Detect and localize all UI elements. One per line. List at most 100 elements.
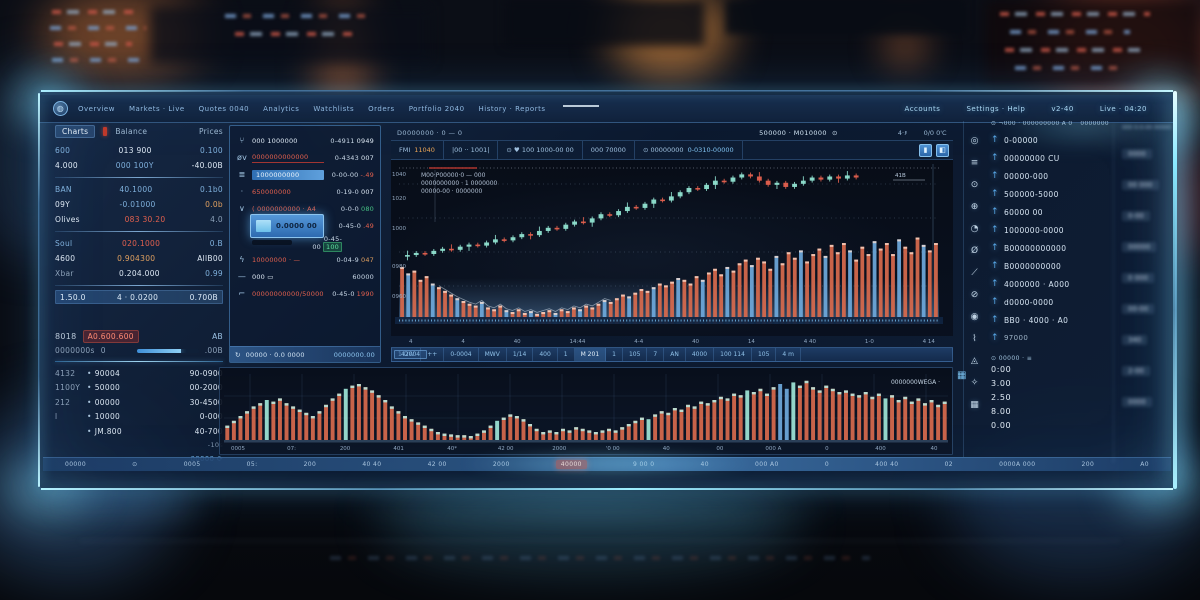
gutter-icon-3[interactable]: ⊕ (970, 202, 979, 212)
watchlist-row[interactable]: 4600 0.904300 AllB00 (55, 251, 223, 266)
watchlist-row[interactable]: Xbar 0.204.000 0.99 (55, 266, 223, 281)
nav-item-1[interactable]: Markets · Live (128, 104, 185, 113)
mover-row[interactable]: ↑ 4000000 · A000 (991, 275, 1109, 293)
gutter-icon-0[interactable]: ◎ (970, 136, 979, 146)
toolbar-segment-0[interactable]: FMI 11040 (391, 141, 444, 159)
order-row[interactable]: ⌐ 00000000000/50000 0-45-0 1990 (236, 285, 374, 302)
watchlist-row[interactable]: BAN 40.1000 0.1b0 (55, 182, 223, 197)
watchlist-row[interactable]: 600 013 900 0.100 (55, 143, 223, 158)
gutter-icon-4[interactable]: ◔ (970, 224, 979, 234)
nav-right-item-3[interactable]: Live · 04:20 (1099, 104, 1147, 113)
timeframe-12[interactable]: 4000 (686, 348, 715, 361)
timeframe-4[interactable]: 1/14 (507, 348, 534, 361)
order-row[interactable]: ϟ 10000000 · — 0-04-9 047 (236, 251, 374, 268)
gutter-icon-9[interactable]: ⌇ (972, 334, 977, 344)
order-row[interactable]: · 650000000 0-19-0 007 (236, 183, 374, 200)
order-row[interactable]: øv 0000000000000 0-4343 007 (236, 149, 374, 166)
nav-item-6[interactable]: Portfolio 2040 (408, 104, 465, 113)
order-row[interactable]: — 000 ▭ 60000 (236, 268, 374, 285)
mover-row[interactable]: ↑ d0000-0000 (991, 293, 1109, 311)
watchlist-bullet-row[interactable]: • JM.800 40-700 (55, 424, 223, 439)
order-row-icon: · (240, 187, 244, 196)
mover-row[interactable]: ↑ 97000 (991, 329, 1109, 347)
gutter-icon-6[interactable]: ⟋ (971, 268, 978, 278)
mover-row[interactable]: ↑ 00000-000 (991, 167, 1109, 185)
mover-row[interactable]: ↑ 0-00000 (991, 131, 1109, 149)
watchlist-bullet-row[interactable]: l • 10000 0-000 (55, 410, 223, 425)
toolbar-icon-button-0[interactable]: ▮ (919, 143, 932, 157)
timeframe-0[interactable]: 1 DW (392, 348, 422, 361)
watchlist-bullet-row[interactable]: 1100Y • 50000 00-2000 (55, 381, 223, 396)
timeframe-10[interactable]: 7 (647, 348, 665, 361)
timeframe-1[interactable]: ++ (421, 348, 445, 361)
toolbar-segment-3[interactable]: 000 70000 (583, 141, 635, 159)
mover-row[interactable]: ↑ B0000000000 (991, 257, 1109, 275)
nav-right-item-2[interactable]: v2-40 (1051, 104, 1074, 113)
nav-item-2[interactable]: Quotes 0040 (198, 104, 250, 113)
mover-row[interactable]: ↑ 60000 00 (991, 203, 1109, 221)
collapsed-input[interactable] (252, 240, 292, 245)
timeframe-15[interactable]: 4 m (776, 348, 801, 361)
order-row[interactable]: ⑂ 000 1000000 0-4911 0949 (236, 132, 374, 149)
order-row[interactable]: 0.0000 00 0-45-0.49 (250, 213, 374, 238)
mover-row[interactable]: ↑ BB0 · 4000 · A0 (991, 311, 1109, 329)
gutter-icon-11[interactable]: ✧ (970, 378, 979, 388)
watchlist-row[interactable]: 09Y -0.01000 0.0b (55, 197, 223, 212)
stats-header: ⊙ 00000 · ≡ (991, 355, 1109, 362)
timeframe-9[interactable]: 105 (623, 348, 648, 361)
secondary-value: 0-00 (1122, 211, 1150, 221)
gutter-icon-8[interactable]: ◉ (970, 312, 979, 322)
gutter-icon-10[interactable]: ◬ (971, 356, 978, 366)
timeframe-13[interactable]: 100 114 (714, 348, 752, 361)
nav-item-3[interactable]: Analytics (263, 104, 300, 113)
timeframe-5[interactable]: 400 (533, 348, 558, 361)
toolbar-segment-1[interactable]: |00 ·· 1001| (444, 141, 499, 159)
watchlist-alert-row[interactable]: 8018 A0.600.600 AB (55, 328, 223, 344)
toolbar-icon-button-1[interactable]: ◧ (936, 143, 949, 157)
nav-right-item-0[interactable]: Accounts (904, 104, 941, 113)
nav-item-7[interactable]: History · Reports (478, 104, 546, 113)
mover-row[interactable]: ↑ 00000000 CU (991, 149, 1109, 167)
nav-item-5[interactable]: Orders (368, 104, 395, 113)
target-icon[interactable]: ⊙ (831, 128, 838, 137)
nav-item-4[interactable]: Watchlists (313, 104, 355, 113)
tab-prices[interactable]: Prices (198, 127, 223, 136)
timeframe-8[interactable]: 1 (606, 348, 623, 361)
timeframe-11[interactable]: AN (664, 348, 686, 361)
footer-text: 00000 · 0.0 0000 (245, 350, 305, 359)
order-row[interactable]: 0-45-00 100 (236, 234, 374, 252)
tab-balance[interactable]: Balance (115, 127, 148, 136)
order-row[interactable]: ≣ 1000000000 0-00-00 -.49 (236, 166, 374, 183)
watchlist-highlight-row[interactable]: 1.50.0 4 · 0.0200 0.700B (55, 290, 223, 304)
order-panel-footer[interactable]: ↻ 00000 · 0.0 0000 0000000.00 (230, 346, 380, 362)
mover-row[interactable]: ↑ B00000000000 (991, 239, 1109, 257)
timeframe-6[interactable]: 1 (558, 348, 575, 361)
app-logo[interactable]: ◍ (53, 101, 68, 116)
order-row[interactable]: ∨ ( 0000000000 · A4 0-0-0 080 (236, 200, 374, 217)
watchlist-bullet-row[interactable]: 4132 • 90004 90-0900 (55, 366, 223, 381)
toolbar-segment-4[interactable]: ⊙ 00000000 0-0310-00000 (635, 141, 743, 159)
gutter-icon-5[interactable]: Ø (970, 246, 979, 256)
toolbar-segment-2[interactable]: ⊙ ♥ 100 1000-00 00 (498, 141, 583, 159)
gutter-icon-1[interactable]: ≡ (970, 158, 979, 168)
timeframe-7[interactable]: M 201 (574, 348, 607, 361)
progress-bar[interactable] (136, 348, 199, 353)
watchlist-row[interactable]: 4.000 000 100Y -40.00B (55, 158, 223, 173)
mover-row[interactable]: ↑ 1000000-0000 (991, 221, 1109, 239)
buy-button[interactable]: 0.0000 00 (250, 213, 324, 238)
gutter-icon-7[interactable]: ⊘ (970, 290, 979, 300)
watchlist-row[interactable]: Olives 083 30.20 4.0 (55, 212, 223, 227)
timeframe-3[interactable]: MWV (479, 348, 507, 361)
nav-item-0[interactable]: Overview (78, 104, 115, 113)
tab-charts[interactable]: Charts (55, 125, 96, 138)
grid-view-icon[interactable]: ▦ (957, 370, 967, 381)
gutter-icon-2[interactable]: ⊙ (970, 180, 979, 190)
nav-right-item-1[interactable]: Settings · Help (966, 104, 1026, 113)
table-icon[interactable]: ▦ (970, 400, 979, 410)
watchlist-row[interactable]: Soul 020.1000 0.B (55, 236, 223, 251)
timeframe-14[interactable]: 105 (752, 348, 777, 361)
watchlist-bullet-row[interactable]: 212 • 00000 30-4500 (55, 395, 223, 410)
right-icon-gutter: ◎ ≡ ⊙ ⊕ ◔ Ø ⟋ ⊘ ◉ ⌇ ◬ ✧ ▦ (963, 121, 985, 457)
mover-row[interactable]: ↑ 500000-5000 (991, 185, 1109, 203)
timeframe-2[interactable]: 0-0004 (444, 348, 479, 361)
